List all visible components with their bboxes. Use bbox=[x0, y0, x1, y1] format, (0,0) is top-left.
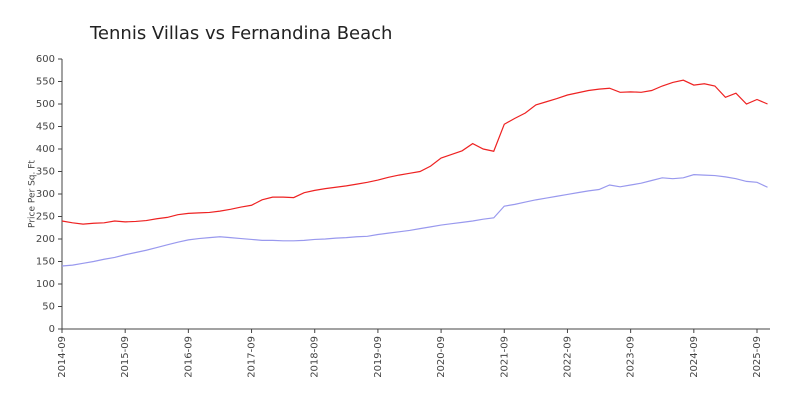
x-tick-label: 2021-09 bbox=[499, 336, 510, 378]
x-tick-label: 2025-09 bbox=[752, 336, 763, 378]
y-tick-label: 200 bbox=[36, 234, 55, 245]
y-tick-label: 50 bbox=[42, 302, 55, 313]
y-tick-label: 300 bbox=[36, 189, 55, 200]
y-tick-label: 150 bbox=[36, 257, 55, 268]
y-tick-label: 500 bbox=[36, 99, 55, 110]
x-tick-label: 2022-09 bbox=[562, 336, 573, 378]
chart-title: Tennis Villas vs Fernandina Beach bbox=[89, 23, 392, 44]
series-line bbox=[61, 174, 768, 267]
y-tick-label: 250 bbox=[36, 212, 55, 223]
x-tick-label: 2015-09 bbox=[120, 336, 131, 378]
y-tick-label: 100 bbox=[36, 279, 55, 290]
x-tick-label: 2014-09 bbox=[57, 336, 68, 378]
y-tick-label: 350 bbox=[36, 167, 55, 178]
x-tick-label: 2024-09 bbox=[689, 336, 700, 378]
x-tick-label: 2018-09 bbox=[310, 336, 321, 378]
y-tick-label: 450 bbox=[36, 122, 55, 133]
x-tick-label: 2019-09 bbox=[373, 336, 384, 378]
y-tick-label: 0 bbox=[49, 324, 55, 335]
x-tick-label: 2023-09 bbox=[626, 336, 637, 378]
y-tick-label: 550 bbox=[36, 77, 55, 88]
x-tick-label: 2016-09 bbox=[183, 336, 194, 378]
x-tick-label: 2020-09 bbox=[436, 336, 447, 378]
y-tick-label: 400 bbox=[36, 144, 55, 155]
y-axis-label: Price Per Sq. Ft bbox=[28, 160, 38, 228]
x-tick-label: 2017-09 bbox=[247, 336, 258, 378]
y-tick-label: 600 bbox=[36, 54, 55, 65]
series-line bbox=[61, 79, 768, 225]
